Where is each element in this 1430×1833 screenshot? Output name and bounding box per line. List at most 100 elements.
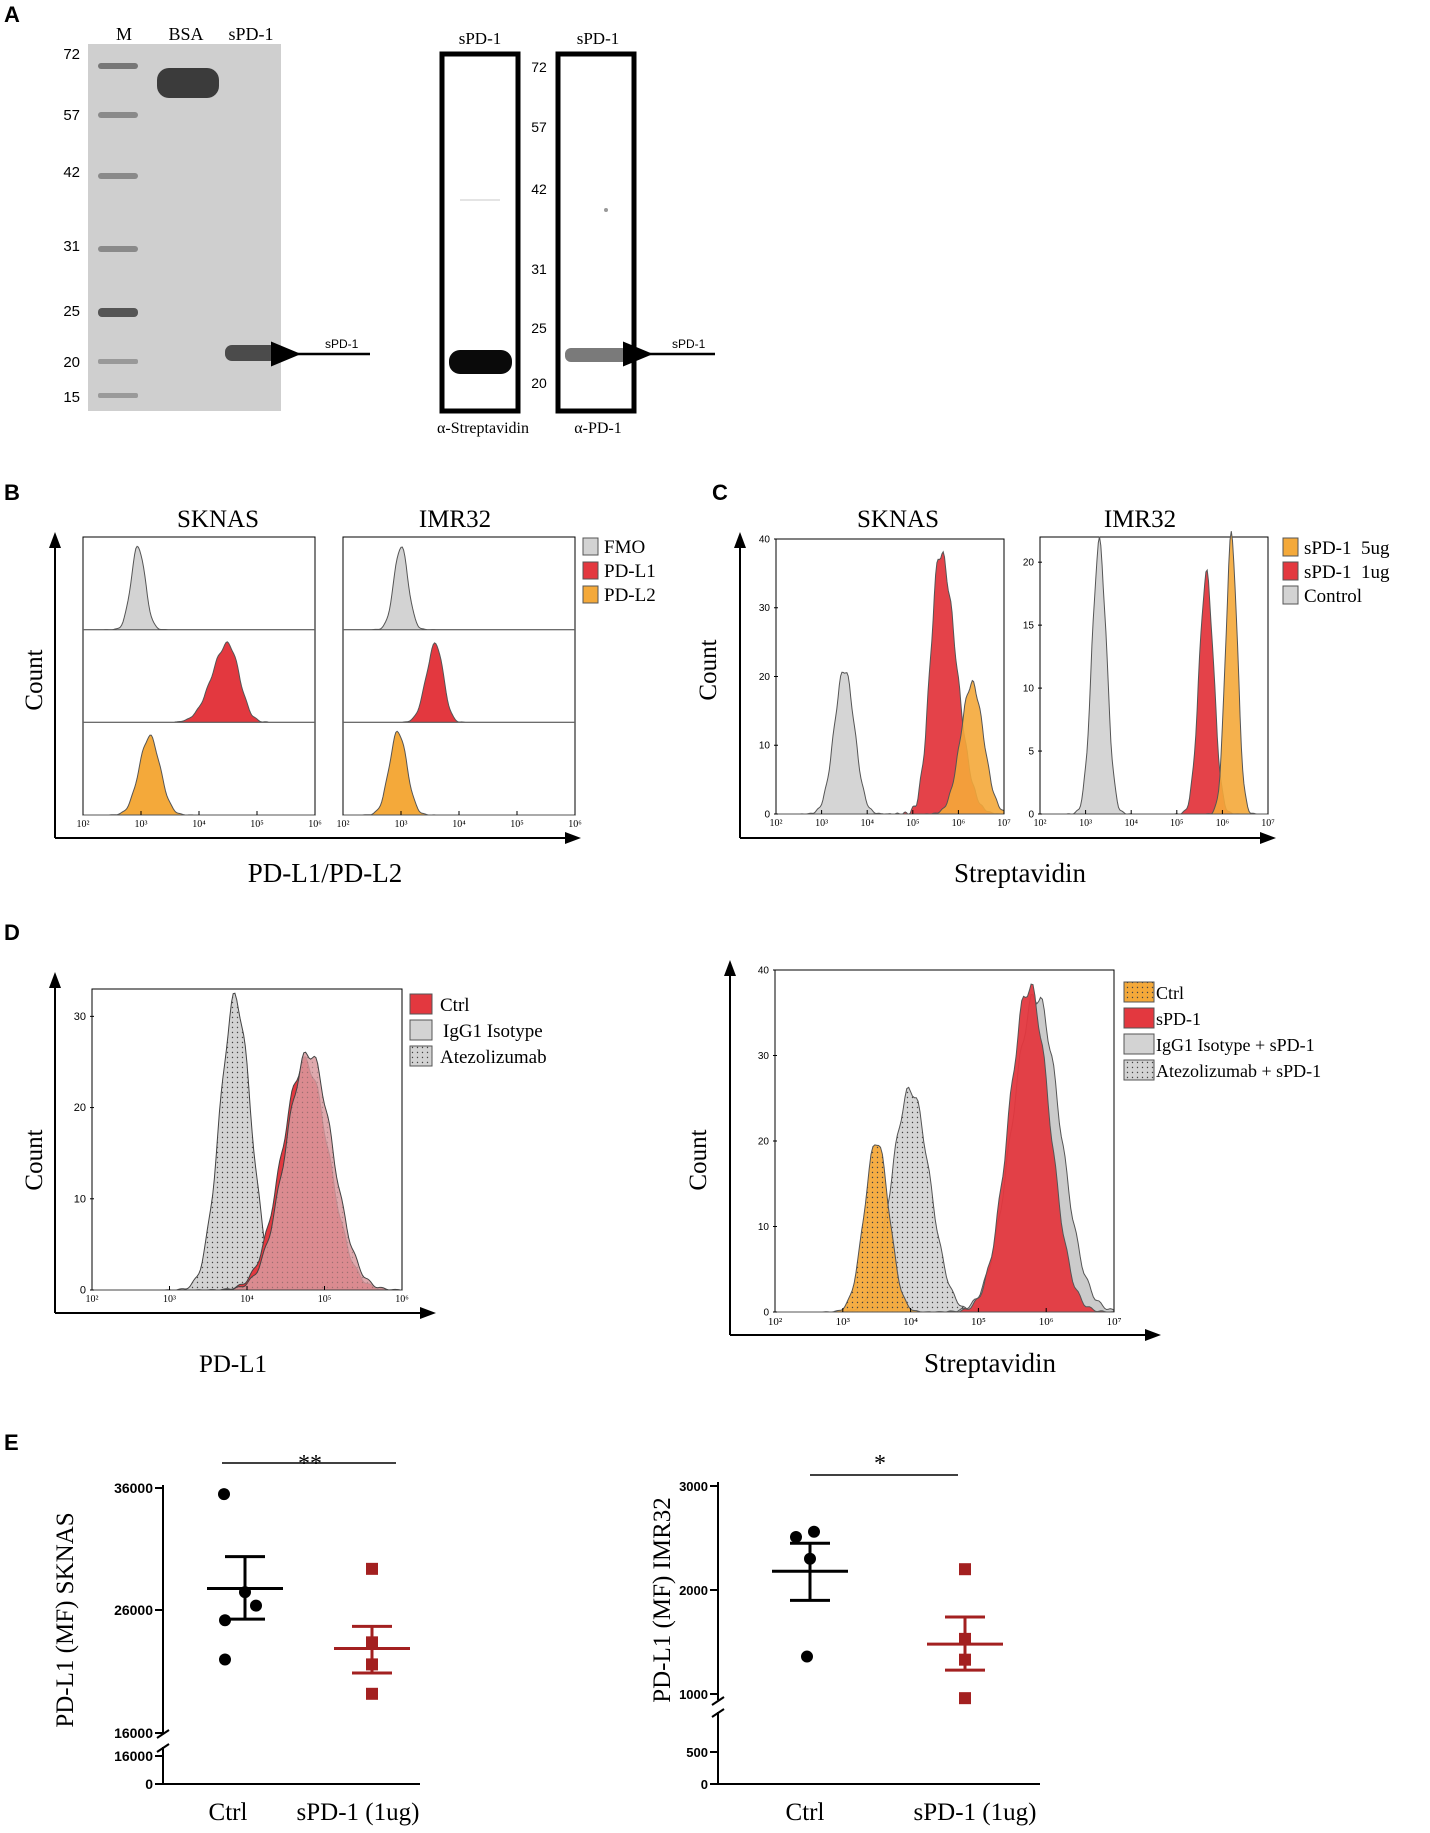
y-tick-label: 0	[764, 809, 770, 820]
axis-break	[156, 1743, 170, 1753]
b-title-sknas: SKNAS	[177, 506, 259, 533]
ladder-band	[98, 359, 138, 364]
histogram-atezolizumab-spd-1-pattern	[775, 1087, 1114, 1312]
data-point	[218, 1488, 230, 1501]
x-tick-label: 10⁷	[997, 818, 1011, 829]
c-imr32-plot: 10² 10³ 10⁴ 10⁵ 10⁶ 10⁷ 0 5 10 15 20	[1023, 531, 1275, 829]
histogram-pd-l2	[343, 730, 575, 816]
e-right-y-label: PD-L1 (MF) IMR32	[649, 1497, 676, 1703]
b-imr32-plot: 10² 10³ 10⁴ 10⁵ 10⁶	[337, 546, 582, 830]
legend-label: Control	[1304, 586, 1362, 607]
y-tick-label: 20	[758, 1136, 770, 1147]
x-tick-label: 10³	[815, 818, 828, 829]
y-tick-label: 0	[145, 1776, 153, 1792]
e-left-y-label: PD-L1 (MF) SKNAS	[52, 1512, 79, 1727]
data-point	[959, 1692, 971, 1705]
histogram-spd-1-5ug	[1040, 531, 1268, 815]
d-left-x-arrowhead	[420, 1307, 436, 1319]
x-tick-label: 10⁴	[903, 1316, 918, 1328]
y-tick-label: 500	[686, 1745, 708, 1760]
legend-swatch-fmo	[582, 537, 599, 556]
data-point	[219, 1653, 231, 1666]
legend-swatch-spd1	[1123, 1007, 1155, 1029]
legend-swatch-pattern	[1124, 1060, 1154, 1080]
x-tick-label: 10²	[770, 818, 783, 829]
x-tick-label: 10³	[395, 819, 408, 830]
e-left-cat-label: Ctrl	[209, 1799, 248, 1826]
b-imr32-frame	[342, 536, 576, 816]
b-sknas-plot: 10² 10³ 10⁴ 10⁵ 10⁶	[77, 545, 322, 830]
mw-label: 20	[63, 354, 80, 371]
x-tick-label: 10³	[1079, 818, 1092, 829]
legend-swatch-ctrl	[409, 993, 433, 1015]
legend-label: sPD-1	[1156, 1009, 1201, 1029]
blot-label-top: sPD-1	[459, 29, 502, 48]
x-tick-label: 10⁴	[240, 1294, 254, 1305]
c-x-arrowhead	[1260, 832, 1276, 844]
blot-label-top: sPD-1	[577, 29, 620, 48]
x-tick-label: 10⁴	[1124, 818, 1138, 829]
legend-label: sPD-1 1ug	[1304, 562, 1390, 583]
blot-arrow-label: sPD-1	[672, 337, 706, 351]
western-blot-streptavidin	[439, 51, 521, 414]
histogram-spd-1-5ug	[776, 679, 1005, 815]
panel-letter-b: B	[4, 480, 20, 505]
b-y-label: Count	[21, 649, 48, 710]
e-left-plot: 36000 26000 16000 16000 0	[114, 1462, 420, 1792]
x-tick-label: 10⁷	[1107, 1316, 1122, 1328]
histogram-ctrl-pattern	[775, 1144, 1114, 1312]
e-right-significance: *	[874, 1451, 886, 1477]
x-tick-label: 10⁴	[452, 819, 466, 830]
data-point	[790, 1530, 802, 1543]
legend-label: IgG1 Isotype	[443, 1021, 543, 1042]
legend-label: IgG1 Isotype + sPD-1	[1156, 1035, 1315, 1055]
x-tick-label: 10²	[337, 819, 350, 830]
mw-label: 72	[63, 46, 80, 63]
data-point	[366, 1687, 378, 1700]
c-title-imr32: IMR32	[1104, 506, 1176, 533]
blot-speck	[604, 208, 608, 212]
y-tick-label: 20	[759, 672, 771, 683]
legend-swatch-pattern	[1124, 982, 1154, 1002]
legend-swatch-5ug	[1282, 537, 1299, 557]
ladder-band	[98, 246, 138, 252]
y-tick-label: 0	[763, 1307, 769, 1318]
b-sknas-frame	[82, 536, 316, 816]
gel-arrow-label: sPD-1	[325, 337, 359, 351]
legend-swatch-igg1	[1123, 1033, 1155, 1055]
blot-label-bottom: α-PD-1	[574, 420, 622, 437]
data-point	[801, 1650, 813, 1663]
y-tick-label: 36000	[114, 1480, 153, 1496]
x-tick-label: 10²	[86, 1294, 99, 1305]
x-tick-label: 10⁶	[568, 819, 582, 830]
legend-swatch-pattern	[410, 1046, 432, 1066]
e-right-cat-label: sPD-1 (1ug)	[914, 1799, 1037, 1826]
panel-letter-c: C	[712, 480, 728, 505]
legend-label: FMO	[604, 537, 645, 558]
ladder-band	[98, 173, 138, 179]
x-tick-label: 10⁵	[510, 819, 524, 830]
legend-swatch-control	[1282, 585, 1299, 605]
e-left-cat-label: sPD-1 (1ug)	[297, 1799, 420, 1826]
c-sknas-plot: 10² 10³ 10⁴ 10⁵ 10⁶ 10⁷ 0 10 20 30 40	[759, 534, 1011, 829]
coomassie-gel	[88, 44, 281, 411]
y-tick-label: 20	[1023, 558, 1035, 569]
d-left-plot: 10² 10³ 10⁴ 10⁵ 10⁶ 0 10 20 30	[74, 992, 409, 1305]
x-tick-label: 10²	[768, 1316, 783, 1328]
legend-label: Ctrl	[440, 995, 470, 1016]
lane-label-bsa: BSA	[168, 24, 203, 44]
histogram-pd-l2	[83, 734, 315, 816]
d-left-x-label: PD-L1	[199, 1351, 267, 1378]
y-tick-label: 1000	[679, 1687, 708, 1702]
x-tick-label: 10⁴	[192, 819, 206, 830]
e-right-cat-label: Ctrl	[786, 1799, 825, 1826]
y-tick-label: 5	[1028, 746, 1034, 757]
x-tick-label: 10⁶	[1216, 818, 1230, 829]
bsa-band	[157, 68, 219, 98]
spd1-blot-band	[565, 348, 628, 362]
y-tick-label: 30	[74, 1011, 86, 1023]
b-x-label: PD-L1/PD-L2	[248, 858, 403, 888]
blot-mw-label: 72	[531, 59, 547, 75]
x-tick-label: 10³	[836, 1316, 851, 1328]
c-title-sknas: SKNAS	[857, 506, 939, 533]
